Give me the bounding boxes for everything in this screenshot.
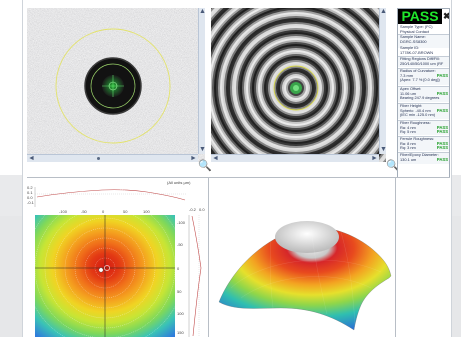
diameter-section <box>398 152 449 164</box>
apex-label: Apex Offset: <box>400 86 422 91</box>
roc-ratio: (Apex: 7.7 % [0.0 deg]) <box>400 77 440 82</box>
horizontal-divider <box>27 177 450 178</box>
fiber-roughness-section <box>398 120 449 135</box>
vertical-divider <box>395 178 396 337</box>
diameter-value: 130.1 um <box>400 156 417 162</box>
height-map-plot: (All units µm) 0.2 0.1 0.0 -0.1 -100 -50… <box>27 180 205 337</box>
apex-value: 11.06 um <box>400 90 416 96</box>
sample-name-value: DGRC-SS8300 <box>400 38 427 44</box>
fiber-rq-pass-badge: PASS <box>436 129 448 134</box>
pass-status-badge: PASS <box>398 9 442 24</box>
fiber-ra-pass-badge: PASS <box>436 124 448 130</box>
units-caption: (All units µm) <box>167 180 191 185</box>
surface-3d-view[interactable] <box>211 180 395 337</box>
dome-apex <box>275 221 339 253</box>
diameter-pass-badge: PASS <box>436 156 448 162</box>
fiber-microscope-image <box>27 8 205 162</box>
interferometer-vertical-scrollbar[interactable]: ▲ ▼ <box>379 8 386 154</box>
apex-section <box>398 86 449 102</box>
fiber-height-label: Fiber Height: <box>400 103 423 108</box>
x-tick: 0 <box>102 209 105 214</box>
surface-3d-plot <box>218 221 392 331</box>
fiber-height-section <box>398 103 449 119</box>
y-tick: 0 <box>177 266 180 271</box>
roc-value: 7.3 mm <box>400 72 413 78</box>
zoom-icon[interactable]: 🔍 <box>198 160 212 172</box>
zoom-icon[interactable]: 🔍 <box>386 160 400 172</box>
scroll-up-arrow-icon[interactable]: ▲ <box>199 8 205 15</box>
diameter-label: Fiber/Epoxy Diameter: <box>400 152 439 157</box>
vertical-profile-line <box>191 215 202 337</box>
sample-name-section <box>398 34 449 48</box>
top-tick: 0.2 <box>27 185 33 190</box>
side-tick: 0.0 <box>199 207 205 212</box>
physical-contact-text: Physical Contact <box>400 28 429 34</box>
fiber-height-pass-badge: PASS <box>436 107 448 113</box>
close-icon[interactable]: ✖ <box>443 11 450 21</box>
fiber-roughness-label: Fiber Roughness: <box>400 120 431 125</box>
fiber-horizontal-scrollbar[interactable]: ◄ ► <box>27 154 198 162</box>
side-tick: -0.2 <box>189 207 197 212</box>
interferogram-image <box>211 8 386 162</box>
fiber-height-value: Spheric: -40.4 nm <box>400 107 431 113</box>
scroll-up-arrow-icon[interactable]: ▲ <box>380 8 386 15</box>
y-tick: -100 <box>177 220 186 225</box>
scroll-down-arrow-icon[interactable]: ▼ <box>199 146 205 153</box>
fiber-vertical-scrollbar[interactable]: ▲ ▼ <box>198 8 205 154</box>
interferometer-view[interactable]: ▲ ▼ ◄ ► <box>211 8 386 162</box>
top-tick: -0.1 <box>27 200 35 205</box>
top-tick: 0.1 <box>27 190 33 195</box>
roc-section <box>398 68 449 85</box>
sample-name-label: Sample Name: <box>400 34 426 39</box>
apex-pass-badge: PASS <box>436 90 448 96</box>
scroll-left-arrow-icon[interactable]: ◄ <box>28 155 35 162</box>
horizontal-profile-line <box>36 189 186 201</box>
y-tick: 50 <box>177 289 182 294</box>
fiber-microscope-view[interactable]: ▲ ▼ ◄ ► <box>27 8 205 162</box>
roc-pass-badge: PASS <box>436 72 448 78</box>
vertical-divider <box>208 178 209 337</box>
x-tick: 100 <box>143 209 150 214</box>
top-tick: 0.0 <box>27 195 33 200</box>
fiber-height-sub: (IEC min -125.0 nm) <box>400 112 436 117</box>
scroll-thumb[interactable] <box>97 157 100 160</box>
y-tick: -50 <box>177 242 184 247</box>
roc-label: Radius of Curvature: <box>400 68 436 73</box>
fitting-section <box>398 56 449 67</box>
bearing-text: Bearing 247.9 degrees <box>400 95 440 100</box>
scroll-right-arrow-icon[interactable]: ► <box>190 155 197 162</box>
results-panel: PASS ✖ Sample Type: (FC) Physical Contac… <box>397 8 450 178</box>
x-tick: -50 <box>81 209 88 214</box>
y-tick: 150 <box>177 330 184 335</box>
ferrule-ra-pass-badge: PASS <box>436 140 448 146</box>
y-tick: 100 <box>177 311 184 316</box>
sample-id-value: 1778K-07-BROWN <box>400 49 434 55</box>
fitting-value: 250/140/50/1000 um (RF <box>400 60 444 66</box>
scroll-down-arrow-icon[interactable]: ▼ <box>380 146 386 153</box>
ferrule-roughness-section <box>398 136 449 151</box>
fitting-label: Fitting Regions Diff/Fill: <box>400 56 440 61</box>
ferrule-roughness-rq: Rq: 3 nm <box>400 145 416 150</box>
interferometer-horizontal-scrollbar[interactable]: ◄ ► <box>211 154 379 162</box>
fiber-roughness-ra: Ra: 4 nm <box>400 124 416 130</box>
fiber-roughness-rq: Rq: 5 nm <box>400 129 416 134</box>
scroll-right-arrow-icon[interactable]: ► <box>371 155 378 162</box>
ferrule-roughness-ra: Ra: 8 nm <box>400 140 416 146</box>
sample-type-text: Sample Type: (FC) <box>400 24 433 29</box>
ferrule-rq-pass-badge: PASS <box>436 145 448 150</box>
scroll-left-arrow-icon[interactable]: ◄ <box>212 155 219 162</box>
x-tick: 50 <box>123 209 128 214</box>
height-map-panel[interactable]: (All units µm) 0.2 0.1 0.0 -0.1 -100 -50… <box>27 180 207 337</box>
ferrule-roughness-label: Ferrule Roughness: <box>400 136 435 141</box>
sample-id-label: Sample ID: <box>400 45 420 50</box>
